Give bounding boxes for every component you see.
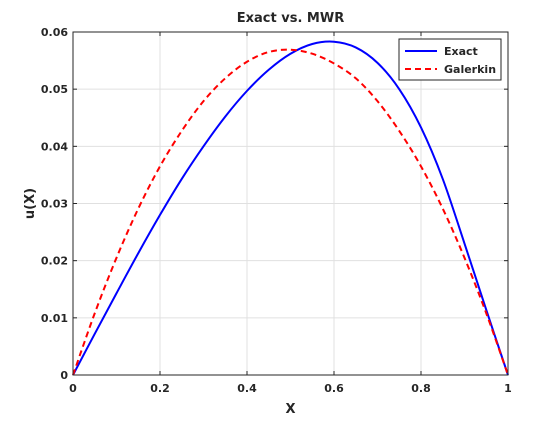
y-axis-label: u(X) — [23, 188, 38, 219]
x-tick-label: 0.4 — [237, 382, 257, 395]
y-tick-label: 0 — [60, 369, 68, 382]
x-tick-label: 1 — [504, 382, 512, 395]
x-tick-label: 0.2 — [150, 382, 170, 395]
legend-box — [398, 38, 502, 81]
y-tick-label: 0.06 — [41, 26, 68, 39]
legend: Exact Galerkin — [398, 38, 502, 81]
series-line-exact — [72, 40, 509, 376]
x-tick-label: 0.6 — [324, 382, 344, 395]
y-tick-label: 0.02 — [41, 255, 68, 268]
series-layer — [72, 40, 509, 376]
legend-label-galerkin: Galerkin — [444, 63, 496, 76]
x-tick-label: 0 — [69, 382, 77, 395]
ticks: 0 0.2 0.4 0.6 0.8 1 0 0.01 0.02 0.03 0.04 0.05 0.06 — [41, 26, 512, 395]
x-axis-label: X — [285, 402, 295, 417]
y-tick-label: 0.05 — [41, 83, 68, 96]
y-tick-label: 0.01 — [41, 312, 68, 325]
y-tick-label: 0.03 — [41, 198, 68, 211]
legend-label-exact: Exact — [444, 45, 478, 58]
x-tick-label: 0.8 — [411, 382, 431, 395]
y-tick-label: 0.04 — [41, 140, 68, 153]
chart-title: Exact vs. MWR — [237, 11, 344, 26]
